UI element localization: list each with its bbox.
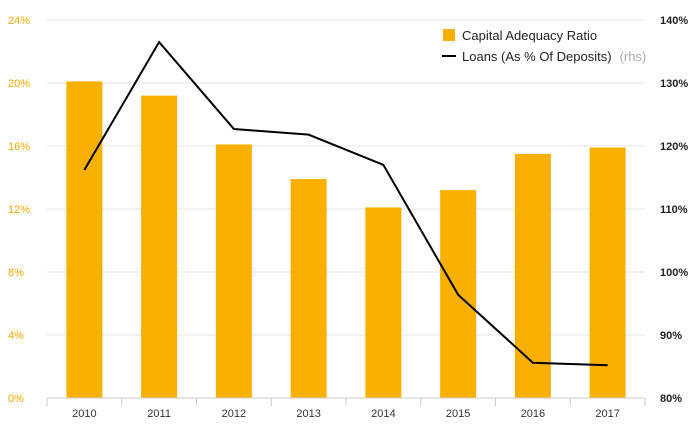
legend-label-bar: Capital Adequacy Ratio xyxy=(462,28,597,43)
y-right-tick-label: 140% xyxy=(660,15,688,27)
legend-label-line-name: Loans (As % Of Deposits) xyxy=(462,49,612,64)
legend: Capital Adequacy Ratio Loans (As % Of De… xyxy=(442,28,646,65)
y-left-tick-label: 16% xyxy=(8,141,30,153)
legend-label-line-suffix: (rhs) xyxy=(620,49,647,64)
y-right-tick-label: 110% xyxy=(660,204,688,216)
y-right-tick-label: 120% xyxy=(660,141,688,153)
x-tick-label: 2014 xyxy=(371,408,395,420)
legend-swatch-bar xyxy=(443,29,455,41)
bar-2012 xyxy=(215,144,252,398)
bar-2011 xyxy=(141,95,178,398)
y-left-tick-label: 20% xyxy=(8,78,30,90)
x-tick-label: 2016 xyxy=(521,408,545,420)
y-right-tick-label: 130% xyxy=(660,78,688,90)
x-tick-label: 2011 xyxy=(147,408,171,420)
x-tick-label: 2015 xyxy=(446,408,470,420)
x-tick-label: 2010 xyxy=(72,408,96,420)
y-left-tick-label: 24% xyxy=(8,15,30,27)
loans-line xyxy=(83,40,608,367)
x-tick-label: 2017 xyxy=(595,408,619,420)
bar-2014 xyxy=(365,207,402,398)
bar-series-capital-adequacy-ratio xyxy=(66,81,626,399)
line-series-loans xyxy=(83,40,608,367)
y-left-tick-label: 8% xyxy=(8,267,24,279)
x-axis xyxy=(46,397,646,406)
bar-2013 xyxy=(290,179,327,398)
x-tick-label: 2013 xyxy=(296,408,320,420)
legend-label-line: Loans (As % Of Deposits) (rhs) xyxy=(462,48,646,65)
bar-2017 xyxy=(589,147,626,398)
y-left-tick-label: 4% xyxy=(8,330,24,342)
y-right-tick-label: 100% xyxy=(660,267,688,279)
y-axis-right: 80% 90% 100% 110% 120% 130% 140% xyxy=(660,15,688,405)
y-left-tick-label: 12% xyxy=(8,204,30,216)
y-left-tick-label: 0% xyxy=(8,393,24,405)
grid-lines xyxy=(47,19,645,336)
y-right-tick-label: 80% xyxy=(660,393,682,405)
y-axis-left: 0% 4% 8% 12% 16% 20% 24% xyxy=(8,15,30,405)
y-right-tick-label: 90% xyxy=(660,330,682,342)
x-tick-label: 2012 xyxy=(222,408,246,420)
bar-2010 xyxy=(66,81,103,399)
x-axis-ticks: 2010 2011 2012 2013 2014 2015 2016 2017 xyxy=(72,408,620,420)
bar-2016 xyxy=(514,153,551,398)
